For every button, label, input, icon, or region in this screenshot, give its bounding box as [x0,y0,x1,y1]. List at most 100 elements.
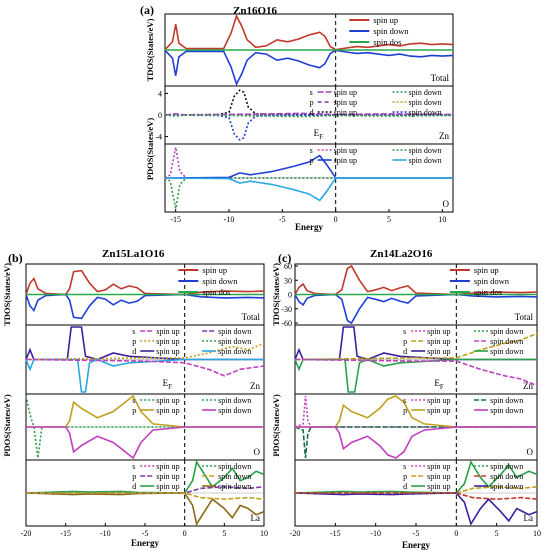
series-line-c-la-1 [294,492,538,526]
panel-c-la: s spin up spin down p spin up spin down d spin … [294,459,538,527]
legend-orbital: d [132,482,136,491]
y-axis-label: TDOS(States/eV) [2,263,12,326]
x-axis-label: Energy [295,222,323,232]
series-line-a-total-0 [164,13,454,51]
x-tick-label: -5 [279,215,286,224]
series-line-b-total-0 [25,269,265,296]
legend-label: spin up [156,406,179,415]
fermi-label: EF [163,378,173,391]
panel-label: Zn [439,131,449,141]
legend-label: spin down [373,26,409,36]
y-tick-label: -30 [281,305,292,314]
legend-orbital: p [132,406,136,415]
panel-c-o: s spin up spin down p spin up spin down O [294,393,538,461]
legend-label: spin down [218,327,251,336]
legend-label: spin up [427,337,450,346]
panel-label: O [254,447,261,457]
legend-label: spin down [409,146,442,155]
panel-label: O [443,199,450,209]
panel-a-zn: -4 0 4 s spin up spin down p spin up spin down d s… [155,85,454,145]
legend-label: spin down [490,347,523,356]
panel-a-title: Zn16O16 [233,5,278,17]
series-line-b-la-1 [25,492,265,527]
panel-b-title: Zn15La1O16 [102,248,165,260]
legend-label: spin down [218,347,251,356]
legend-orbital: p [132,472,136,481]
panel-c-title: Zn14La2O16 [370,248,433,260]
series-line-b-zn-3 [25,358,265,377]
legend-orbital: d [310,108,314,117]
series-line-a-o-2 [164,154,453,179]
legend-orbital: s [310,146,313,155]
legend-label: spin down [490,337,523,346]
x-tick-label: -15 [60,529,71,538]
legend-orbital: p [132,337,136,346]
legend-label: spin up [427,462,450,471]
series-line-a-o-1 [164,177,453,209]
y-tick-label: -4 [155,133,162,142]
x-tick-label: 5 [387,215,391,224]
series-line-c-la-0 [294,460,538,494]
series-line-c-la-3 [295,492,538,501]
series-line-b-la-2 [26,485,265,494]
legend-orbital: p [310,156,314,165]
legend-label: spin up [427,406,450,415]
legend-label: spin up [373,15,398,25]
series-line-b-la-3 [26,492,265,501]
x-tick-label: -20 [21,529,32,538]
legend-label: spin up [427,482,450,491]
series-line-b-o-1 [26,394,264,428]
legend-orbital: s [132,396,135,405]
series-line-c-zn-2 [294,332,538,361]
x-tick-label: -10 [100,529,111,538]
legend-label: spin down [218,462,251,471]
x-tick-label: -10 [224,215,235,224]
x-tick-label: -10 [370,529,381,538]
legend-orbital: p [310,98,314,107]
y-tick-label: 0 [288,291,292,300]
x-tick-label: -15 [330,529,341,538]
legend-label: spin up [427,472,450,481]
legend-label: spin down [490,472,523,481]
panel-c-zn: s spin up spin down p spin up spin down d spin … [294,324,538,395]
x-tick-label: 0 [454,529,458,538]
series-line-a-zn-2 [164,112,454,116]
legend-label: spin up [474,265,499,275]
legend-label: spin up [334,156,357,165]
legend-label: spin up [156,472,179,481]
legend-orbital: s [403,327,406,336]
legend-label: spin down [202,276,238,286]
panel-b-letter: (b) [8,251,23,265]
series-line-c-zn-3 [294,358,538,387]
series-line-b-zn-0 [25,326,264,361]
panel-b-zn: s spin up spin down p spin up spin down d spin … [25,324,265,395]
legend-label: spin down [409,88,442,97]
series-line-b-total-1 [25,293,265,320]
x-tick-label: 5 [222,529,226,538]
panel-label: La [524,513,534,523]
x-tick-label: 10 [260,529,268,538]
legend-label: spin down [490,396,523,405]
legend-orbital: p [403,406,407,415]
legend-label: spin up [427,347,450,356]
legend-orbital: d [403,347,407,356]
x-tick-label: -15 [170,215,181,224]
series-line-b-zn-1 [25,358,264,393]
panel-b-o: s spin up spin down p spin up spin down O [25,393,265,461]
legend-label: spin up [156,327,179,336]
x-axis-label: Energy [402,540,430,550]
series-line-a-zn-1 [164,114,453,141]
legend-label: spin up [156,462,179,471]
legend-label: spin down [218,472,251,481]
legend-label: spin up [156,337,179,346]
legend-orbital: s [132,462,135,471]
legend-label: spin up [334,108,357,117]
panel-label: Total [515,312,534,322]
legend-orbital: s [310,88,313,97]
panel-label: Total [431,73,450,83]
legend-label: spin down [490,406,523,415]
y-tick-label: 4 [158,89,162,98]
